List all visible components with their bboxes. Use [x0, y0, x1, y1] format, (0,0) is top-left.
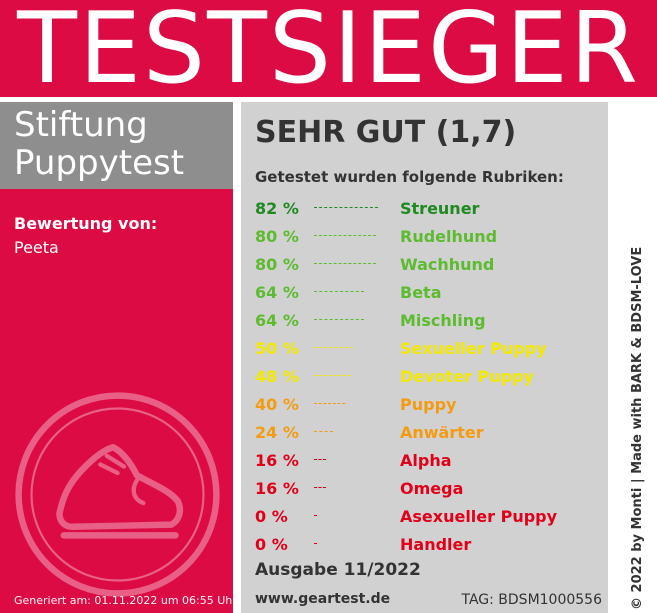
category-row: 48 % Devoter Puppy [255, 367, 605, 391]
category-row: 64 % Beta [255, 283, 605, 307]
category-row: 50 % Sexueller Puppy [255, 339, 605, 363]
category-score-line [314, 403, 345, 404]
category-percent: 16 % [255, 479, 299, 498]
category-percent: 50 % [255, 339, 299, 358]
category-name: Asexueller Puppy [400, 507, 558, 526]
category-name: Omega [400, 479, 464, 498]
category-score-line [314, 543, 317, 544]
category-percent: 80 % [255, 227, 299, 246]
category-percent: 0 % [255, 535, 288, 554]
category-score-line [314, 347, 353, 348]
category-row: 82 % Streuner [255, 199, 605, 223]
category-score-line [314, 319, 364, 320]
tag-id: TAG: BDSM1000556 [461, 592, 602, 608]
shoe-icon [15, 392, 220, 597]
generated-timestamp: Generiert am: 01.11.2022 um 06:55 Uhr [14, 594, 233, 607]
category-row: 0 % Handler [255, 535, 605, 559]
category-score-line [314, 459, 326, 460]
brand-box: Stiftung Puppytest [0, 102, 233, 189]
category-row: 0 % Asexueller Puppy [255, 507, 605, 531]
category-percent: 40 % [255, 395, 299, 414]
website-link[interactable]: www.geartest.de [255, 591, 391, 607]
category-score-line [314, 375, 351, 376]
rating-label: Bewertung von: [14, 214, 158, 233]
category-row: 16 % Omega [255, 479, 605, 503]
category-name: Beta [400, 283, 442, 302]
grade: SEHR GUT (1,7) [255, 115, 517, 150]
category-name: Streuner [400, 199, 480, 218]
category-score-line [314, 515, 317, 516]
category-score-line [314, 263, 376, 264]
category-name: Alpha [400, 451, 452, 470]
category-name: Anwärter [400, 423, 484, 442]
category-percent: 48 % [255, 367, 299, 386]
category-row: 40 % Puppy [255, 395, 605, 419]
left-panel: Stiftung Puppytest Bewertung von: Peeta … [0, 102, 233, 613]
category-name: Handler [400, 535, 472, 554]
copyright-credit: © 2022 by Monti | Made with BARK & BDSM-… [630, 246, 645, 610]
category-row: 16 % Alpha [255, 451, 605, 475]
category-percent: 64 % [255, 311, 299, 330]
category-percent: 0 % [255, 507, 288, 526]
category-name: Rudelhund [400, 227, 498, 246]
edition: Ausgabe 11/2022 [255, 560, 421, 580]
category-percent: 80 % [255, 255, 299, 274]
category-row: 80 % Wachhund [255, 255, 605, 279]
category-name: Sexueller Puppy [400, 339, 547, 358]
category-percent: 64 % [255, 283, 299, 302]
category-name: Devoter Puppy [400, 367, 534, 386]
brand-name-line2: Puppytest [14, 143, 185, 183]
banner-title: TESTSIEGER [17, 0, 640, 106]
category-name: Puppy [400, 395, 457, 414]
category-score-line [314, 291, 364, 292]
category-percent: 16 % [255, 451, 299, 470]
category-score-line [314, 235, 376, 236]
category-score-line [314, 487, 326, 488]
category-score-line [314, 207, 378, 208]
category-score-line [314, 431, 333, 432]
category-row: 64 % Mischling [255, 311, 605, 335]
category-percent: 24 % [255, 423, 299, 442]
category-percent: 82 % [255, 199, 299, 218]
category-name: Mischling [400, 311, 486, 330]
results-panel: SEHR GUT (1,7) Getestet wurden folgende … [241, 102, 608, 613]
brand-name-line1: Stiftung [14, 105, 148, 145]
rating-name: Peeta [14, 238, 59, 257]
category-row: 24 % Anwärter [255, 423, 605, 447]
category-name: Wachhund [400, 255, 495, 274]
testsieger-banner: TESTSIEGER [0, 0, 657, 104]
category-row: 80 % Rudelhund [255, 227, 605, 251]
categories-heading: Getestet wurden folgende Rubriken: [255, 168, 564, 186]
